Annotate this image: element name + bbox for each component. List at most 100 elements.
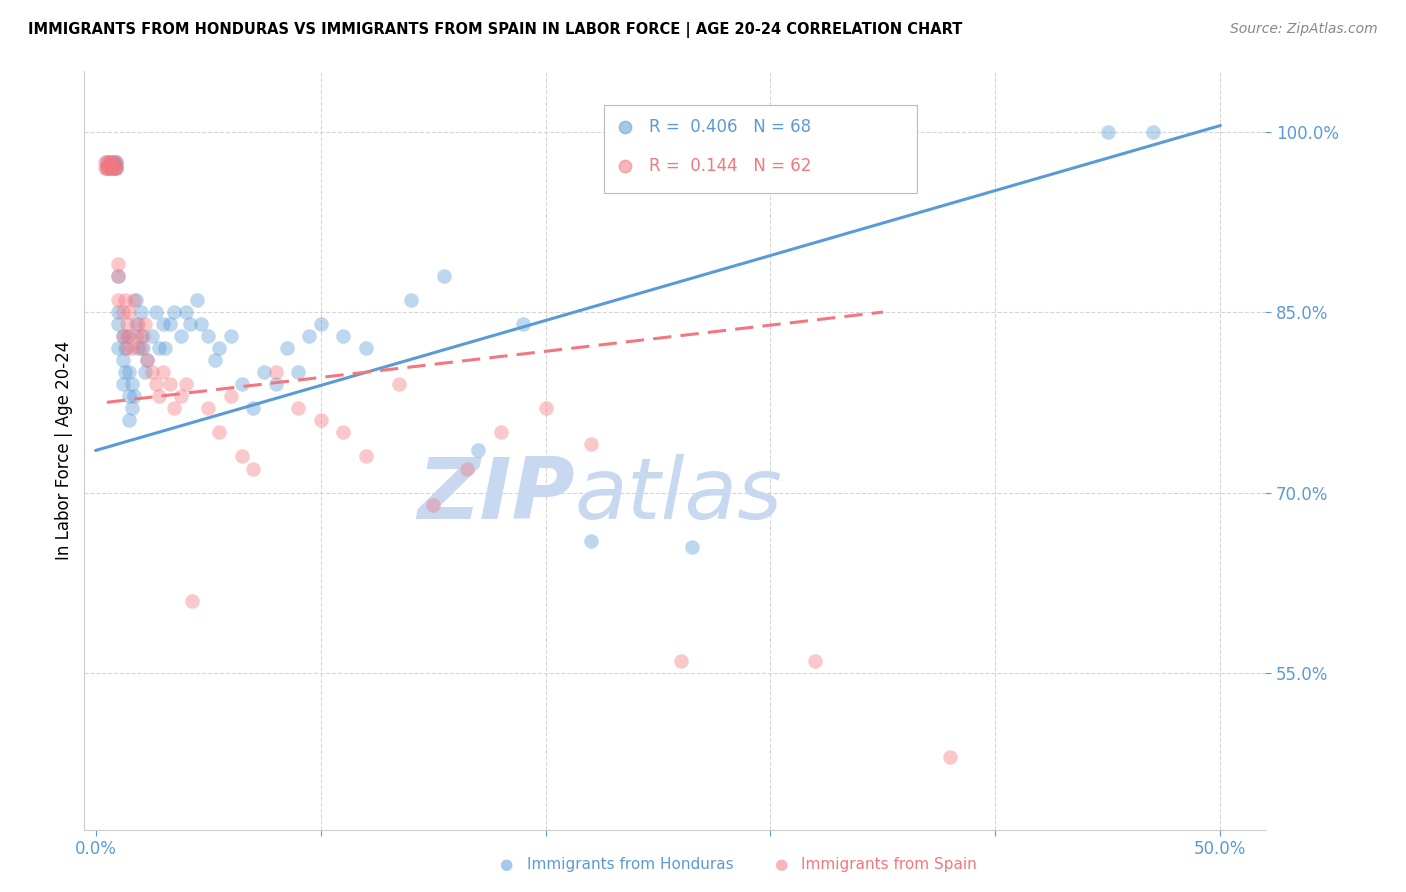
Point	[107, 305, 129, 319]
Point	[1097, 124, 1119, 138]
Text: Source: ZipAtlas.com: Source: ZipAtlas.com	[1230, 22, 1378, 37]
Point	[287, 401, 309, 416]
Point	[104, 161, 127, 175]
Point	[681, 540, 703, 554]
Point	[219, 329, 242, 343]
Text: ZIP: ZIP	[416, 454, 575, 538]
Text: R =  0.144   N = 62: R = 0.144 N = 62	[650, 157, 811, 175]
Point	[208, 341, 231, 355]
Point	[103, 154, 125, 169]
Point	[152, 365, 174, 379]
Point	[332, 425, 354, 440]
Point	[129, 305, 152, 319]
Point	[242, 401, 264, 416]
Point	[118, 389, 141, 403]
Point	[103, 161, 125, 175]
Point	[132, 341, 155, 355]
Point	[287, 365, 309, 379]
Point	[309, 413, 332, 427]
Point	[159, 377, 181, 392]
Point	[111, 305, 134, 319]
Point	[125, 329, 148, 343]
Text: Immigrants from Honduras: Immigrants from Honduras	[527, 857, 734, 872]
Point	[98, 154, 121, 169]
Point	[534, 401, 557, 416]
Point	[159, 317, 181, 331]
Point	[118, 413, 141, 427]
Point	[104, 154, 127, 169]
Point	[114, 341, 136, 355]
Point	[242, 461, 264, 475]
Point	[141, 329, 163, 343]
Point	[104, 154, 127, 169]
Point	[104, 158, 127, 172]
Point	[127, 317, 149, 331]
FancyBboxPatch shape	[605, 105, 917, 193]
Point	[96, 161, 118, 175]
Point	[118, 365, 141, 379]
Text: atlas: atlas	[575, 454, 783, 538]
Point	[107, 341, 129, 355]
Point	[163, 401, 186, 416]
Point	[103, 154, 125, 169]
Text: ●: ●	[773, 857, 787, 872]
Point	[103, 161, 125, 175]
Point	[1142, 124, 1164, 138]
Text: IMMIGRANTS FROM HONDURAS VS IMMIGRANTS FROM SPAIN IN LABOR FORCE | AGE 20-24 COR: IMMIGRANTS FROM HONDURAS VS IMMIGRANTS F…	[28, 22, 963, 38]
Point	[170, 389, 193, 403]
Point	[125, 317, 148, 331]
Point	[253, 365, 276, 379]
Point	[186, 293, 208, 307]
Point	[219, 389, 242, 403]
Point	[152, 317, 174, 331]
Point	[107, 268, 129, 283]
Point	[96, 161, 118, 175]
Point	[121, 341, 143, 355]
Point	[96, 154, 118, 169]
Point	[467, 443, 489, 458]
Y-axis label: In Labor Force | Age 20-24: In Labor Force | Age 20-24	[55, 341, 73, 560]
Point	[107, 268, 129, 283]
Point	[939, 750, 962, 764]
Point	[111, 377, 134, 392]
Point	[103, 157, 125, 171]
Point	[298, 329, 321, 343]
Point	[354, 341, 377, 355]
Point	[332, 329, 354, 343]
Point	[122, 293, 145, 307]
Point	[145, 377, 167, 392]
Point	[179, 317, 201, 331]
Point	[231, 450, 253, 464]
Point	[579, 533, 602, 548]
Point	[190, 317, 212, 331]
Point	[264, 377, 287, 392]
Point	[163, 305, 186, 319]
Point	[104, 161, 127, 175]
Point	[388, 377, 411, 392]
Point	[155, 341, 177, 355]
Point	[118, 305, 141, 319]
Text: Immigrants from Spain: Immigrants from Spain	[801, 857, 977, 872]
Point	[276, 341, 298, 355]
Point	[197, 401, 219, 416]
Point	[145, 305, 167, 319]
Point	[121, 377, 143, 392]
Point	[132, 329, 155, 343]
Point	[125, 293, 148, 307]
Point	[148, 341, 170, 355]
Point	[804, 654, 827, 668]
Point	[512, 317, 534, 331]
Point	[354, 450, 377, 464]
Point	[170, 329, 193, 343]
Point	[181, 594, 204, 608]
Point	[100, 161, 122, 175]
Point	[96, 161, 118, 175]
Point	[98, 158, 121, 172]
Point	[111, 353, 134, 368]
Point	[174, 305, 197, 319]
Point	[134, 317, 156, 331]
Point	[231, 377, 253, 392]
Point	[98, 161, 121, 175]
Point	[456, 461, 478, 475]
Point	[208, 425, 231, 440]
